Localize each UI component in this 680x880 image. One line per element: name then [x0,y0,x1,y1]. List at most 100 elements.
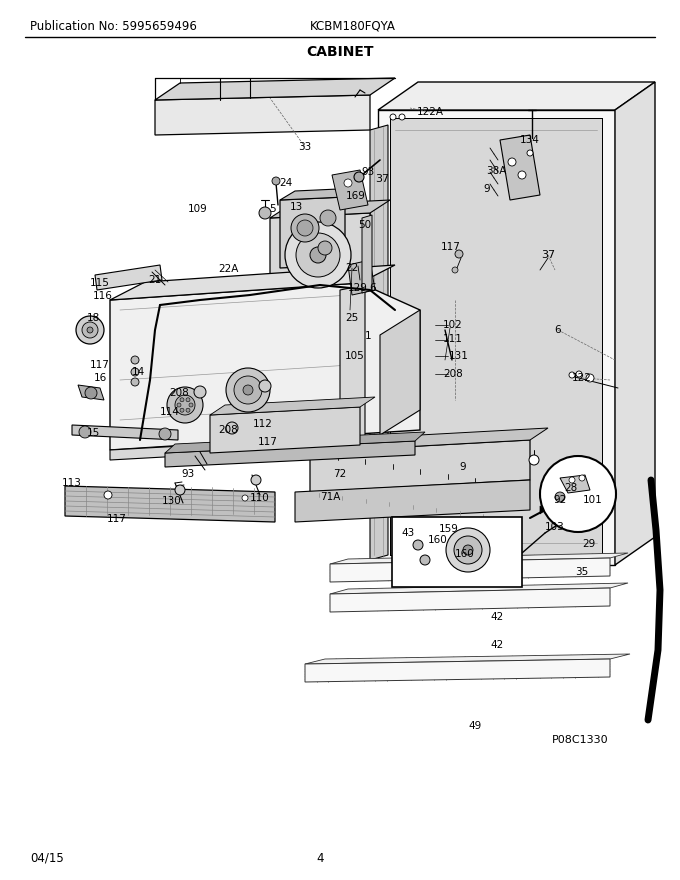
Text: 208: 208 [443,369,463,379]
Circle shape [186,398,190,402]
Text: 18: 18 [86,313,100,323]
Text: 115: 115 [90,278,110,288]
Text: 160: 160 [455,549,475,559]
Text: 130: 130 [162,496,182,506]
Circle shape [159,428,171,440]
Text: 4: 4 [316,852,324,864]
Circle shape [259,380,271,392]
Circle shape [390,114,396,120]
Circle shape [452,267,458,273]
Polygon shape [540,506,545,514]
Polygon shape [310,440,530,492]
Text: 9: 9 [483,184,490,194]
Text: 110: 110 [250,493,270,503]
Text: 16: 16 [93,373,107,383]
Circle shape [82,322,98,338]
Text: 92: 92 [554,495,566,505]
Polygon shape [362,215,372,293]
Text: 101: 101 [583,495,603,505]
Text: 93: 93 [361,167,375,177]
Polygon shape [165,441,415,467]
Text: 37: 37 [541,250,555,260]
Circle shape [87,327,93,333]
Text: 28: 28 [564,483,577,493]
Text: 208: 208 [169,388,189,398]
Text: 13: 13 [290,202,303,212]
Text: 72: 72 [333,469,347,479]
Text: 42: 42 [490,612,504,622]
Circle shape [131,356,139,364]
Circle shape [131,368,139,376]
Polygon shape [305,659,610,682]
Circle shape [579,475,585,481]
Text: P08C1330: P08C1330 [551,735,609,745]
Text: 14: 14 [131,367,145,377]
Circle shape [296,233,340,277]
Circle shape [79,426,91,438]
Circle shape [272,177,280,185]
FancyBboxPatch shape [392,517,522,587]
Text: 15: 15 [86,428,100,438]
Circle shape [291,214,319,242]
Polygon shape [155,78,395,100]
Text: 105: 105 [345,351,365,361]
Circle shape [446,528,490,572]
Circle shape [226,422,238,434]
Polygon shape [378,82,655,110]
Text: 50: 50 [358,220,371,230]
Polygon shape [370,125,388,560]
Text: 24: 24 [279,178,292,188]
Circle shape [354,172,364,182]
Polygon shape [305,654,630,664]
Circle shape [555,492,565,502]
Circle shape [131,378,139,386]
Text: 122A: 122A [416,107,443,117]
Circle shape [242,495,248,501]
Text: 117: 117 [441,242,461,252]
Polygon shape [340,285,365,460]
Circle shape [540,456,616,532]
Circle shape [226,368,270,412]
Polygon shape [615,82,655,565]
Text: 114: 114 [160,407,180,417]
Polygon shape [270,200,390,218]
Circle shape [285,222,351,288]
Circle shape [297,220,313,236]
Circle shape [527,150,533,156]
Circle shape [243,385,253,395]
Text: KCBM180FQYA: KCBM180FQYA [310,19,396,33]
Polygon shape [110,283,420,450]
Text: 25: 25 [345,313,358,323]
Polygon shape [78,385,104,400]
Text: 111: 111 [443,334,463,344]
Circle shape [76,316,104,344]
Text: 5: 5 [269,204,275,214]
Polygon shape [280,188,360,200]
Polygon shape [95,265,162,290]
Polygon shape [280,197,345,268]
Text: 116: 116 [93,291,113,301]
Text: 102: 102 [443,320,463,330]
Text: 9: 9 [460,462,466,472]
Polygon shape [330,583,628,594]
Circle shape [518,171,526,179]
Text: 29: 29 [582,539,596,549]
Text: 103: 103 [545,522,565,532]
Circle shape [399,114,405,120]
Circle shape [576,371,582,377]
Circle shape [177,403,181,407]
Text: 22A: 22A [218,264,238,274]
Text: 159: 159 [439,524,459,534]
Polygon shape [390,118,602,555]
Circle shape [320,210,336,226]
Circle shape [175,395,195,415]
Text: 35: 35 [575,567,589,577]
Circle shape [175,485,185,495]
Polygon shape [165,432,425,453]
Text: 71A: 71A [320,492,340,502]
Polygon shape [270,213,370,295]
Polygon shape [560,475,590,493]
Text: 33: 33 [299,142,311,152]
Text: 1: 1 [364,331,371,341]
Circle shape [85,387,97,399]
